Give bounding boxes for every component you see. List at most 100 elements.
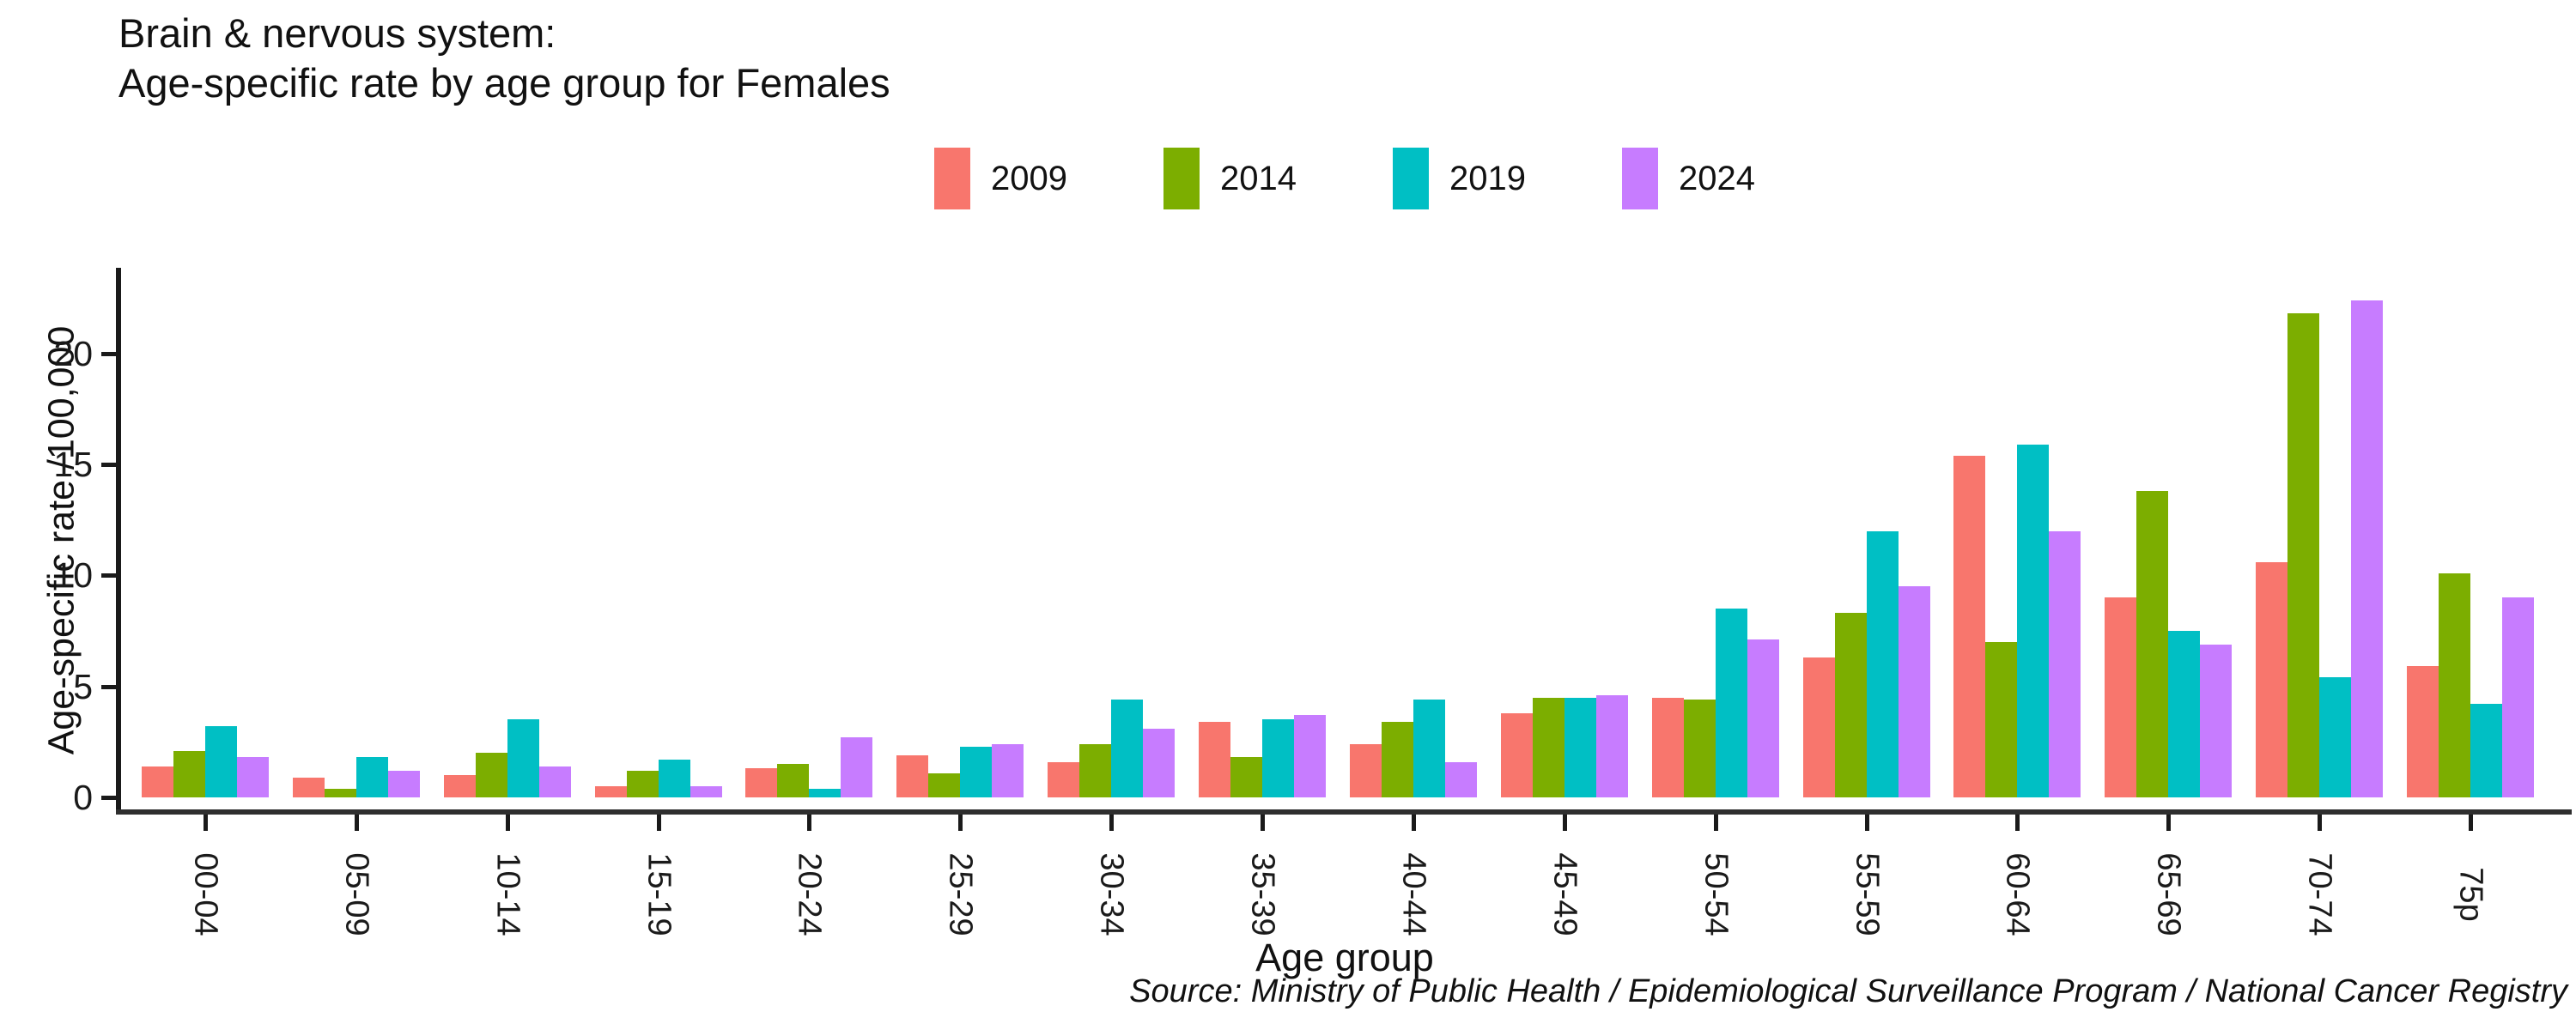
bar-2014-15-19 <box>627 771 659 797</box>
x-tick-label-10-14: 10-14 <box>489 852 526 936</box>
bar-2019-05-09 <box>356 757 388 797</box>
x-tick-mark-25-29 <box>958 815 963 831</box>
x-tick-label-25-29: 25-29 <box>942 852 979 936</box>
legend-item-2014: 2014 <box>1163 148 1297 209</box>
y-tick-label-15: 15 <box>53 445 93 484</box>
bar-2014-60-64 <box>1985 642 2017 797</box>
x-tick-label-70-74: 70-74 <box>2301 852 2338 936</box>
bar-2024-20-24 <box>841 737 872 797</box>
bar-2009-75p <box>2407 666 2439 797</box>
x-axis-line <box>116 809 2572 815</box>
bar-2014-70-74 <box>2287 313 2319 797</box>
bar-2019-35-39 <box>1262 719 1294 797</box>
x-tick-label-65-69: 65-69 <box>2150 852 2187 936</box>
x-tick-mark-00-04 <box>204 815 208 831</box>
bar-2014-05-09 <box>325 789 356 797</box>
bar-2009-20-24 <box>745 768 777 797</box>
bar-2019-20-24 <box>809 789 841 797</box>
legend-swatch-2014 <box>1163 148 1200 209</box>
bar-2024-35-39 <box>1294 715 1326 797</box>
y-tick-label-0: 0 <box>73 778 93 817</box>
bar-2009-25-29 <box>896 755 928 797</box>
y-tick-mark-5 <box>101 685 118 689</box>
bar-2009-30-34 <box>1048 762 1079 797</box>
x-tick-mark-05-09 <box>355 815 359 831</box>
bar-2014-35-39 <box>1230 757 1262 797</box>
legend-label-2019: 2019 <box>1449 159 1526 197</box>
bar-2024-05-09 <box>388 771 420 797</box>
x-tick-mark-75p <box>2469 815 2473 831</box>
x-tick-label-05-09: 05-09 <box>338 852 375 936</box>
x-axis-title: Age group <box>1255 936 1434 979</box>
bar-2009-60-64 <box>1953 456 1985 797</box>
x-tick-label-00-04: 00-04 <box>187 852 224 936</box>
y-tick-mark-10 <box>101 573 118 578</box>
bar-2009-15-19 <box>595 786 627 797</box>
x-tick-label-55-59: 55-59 <box>1849 852 1886 936</box>
x-tick-mark-65-69 <box>2166 815 2171 831</box>
y-axis-line <box>116 268 121 815</box>
x-tick-label-30-34: 30-34 <box>1093 852 1130 936</box>
bar-2009-45-49 <box>1501 713 1533 797</box>
x-tick-mark-45-49 <box>1563 815 1567 831</box>
legend: 2009 2014 2019 2024 <box>120 148 2569 209</box>
bar-2019-15-19 <box>659 760 690 797</box>
bar-2019-45-49 <box>1564 698 1596 797</box>
bar-2014-65-69 <box>2136 491 2168 797</box>
chart-title-line1: Brain & nervous system: <box>118 10 556 56</box>
bar-2024-45-49 <box>1596 695 1628 797</box>
bar-2024-70-74 <box>2351 300 2383 797</box>
y-tick-mark-15 <box>101 463 118 467</box>
bar-2019-40-44 <box>1413 700 1445 797</box>
bar-2024-00-04 <box>237 757 269 797</box>
bar-2009-55-59 <box>1803 657 1835 797</box>
legend-label-2014: 2014 <box>1220 159 1297 197</box>
y-tick-mark-0 <box>101 796 118 800</box>
y-tick-label-5: 5 <box>73 667 93 706</box>
bar-2014-55-59 <box>1835 613 1867 797</box>
bar-2014-40-44 <box>1382 722 1413 797</box>
chart-title-line2: Age-specific rate by age group for Femal… <box>118 60 890 106</box>
y-tick-label-20: 20 <box>53 334 93 373</box>
plot-panel <box>120 273 2569 797</box>
source-caption: Source: Ministry of Public Health / Epid… <box>1129 973 2567 1009</box>
bar-2024-60-64 <box>2049 531 2081 797</box>
bar-2019-00-04 <box>205 726 237 797</box>
x-tick-label-40-44: 40-44 <box>1395 852 1432 936</box>
bar-2014-50-54 <box>1684 700 1716 797</box>
bar-2024-10-14 <box>539 766 571 797</box>
chart-title: Brain & nervous system: Age-specific rat… <box>118 9 890 108</box>
x-tick-mark-15-19 <box>657 815 661 831</box>
bar-2024-40-44 <box>1445 762 1477 797</box>
bar-2014-20-24 <box>777 764 809 797</box>
bar-2024-50-54 <box>1747 639 1779 797</box>
bar-2019-60-64 <box>2017 445 2049 797</box>
bar-2014-25-29 <box>928 773 960 797</box>
x-tick-label-35-39: 35-39 <box>1244 852 1281 936</box>
bar-2009-70-74 <box>2256 562 2287 797</box>
bar-2009-05-09 <box>293 778 325 797</box>
x-tick-label-60-64: 60-64 <box>1999 852 2036 936</box>
bar-2024-55-59 <box>1899 586 1930 797</box>
bar-2019-25-29 <box>960 747 992 797</box>
bar-2019-10-14 <box>507 719 539 797</box>
legend-swatch-2009 <box>934 148 971 209</box>
x-tick-label-50-54: 50-54 <box>1698 852 1735 936</box>
x-tick-label-45-49: 45-49 <box>1546 852 1583 936</box>
y-tick-mark-20 <box>101 352 118 356</box>
x-tick-mark-20-24 <box>807 815 811 831</box>
legend-item-2009: 2009 <box>934 148 1067 209</box>
legend-swatch-2019 <box>1393 148 1429 209</box>
bar-2009-65-69 <box>2105 597 2136 797</box>
bar-2024-65-69 <box>2200 645 2232 797</box>
bar-2009-10-14 <box>444 775 476 797</box>
bar-2024-25-29 <box>992 744 1024 797</box>
bar-2019-65-69 <box>2168 631 2200 797</box>
x-tick-mark-60-64 <box>2015 815 2020 831</box>
x-tick-mark-55-59 <box>1865 815 1869 831</box>
x-tick-label-75p: 75p <box>2452 867 2489 922</box>
y-tick-label-10: 10 <box>53 555 93 595</box>
bar-2014-75p <box>2439 573 2470 797</box>
bar-2019-30-34 <box>1111 700 1143 797</box>
